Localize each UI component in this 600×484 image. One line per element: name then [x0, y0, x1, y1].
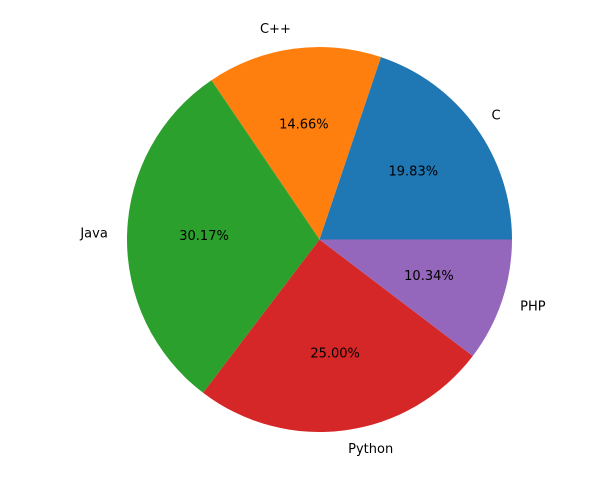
slice-percentage-php: 10.34% [404, 269, 454, 284]
slice-percentage-c: 14.66% [279, 118, 329, 133]
slice-percentage-java: 30.17% [179, 229, 229, 244]
slice-label-php: PHP [520, 300, 546, 315]
slice-percentage-python: 25.00% [310, 346, 360, 361]
pie-slice-python [203, 239, 473, 432]
slice-label-java: Java [79, 226, 107, 241]
pie-slice-c [211, 47, 381, 240]
slice-label-python: Python [348, 442, 393, 457]
slice-percentage-c: 19.83% [389, 165, 439, 180]
slice-label-c: C++ [260, 22, 291, 37]
pie-slice-c [319, 57, 512, 240]
pie-slice-php [319, 239, 512, 356]
slice-label-c: C [491, 108, 500, 123]
pie-slice-java [126, 80, 320, 393]
